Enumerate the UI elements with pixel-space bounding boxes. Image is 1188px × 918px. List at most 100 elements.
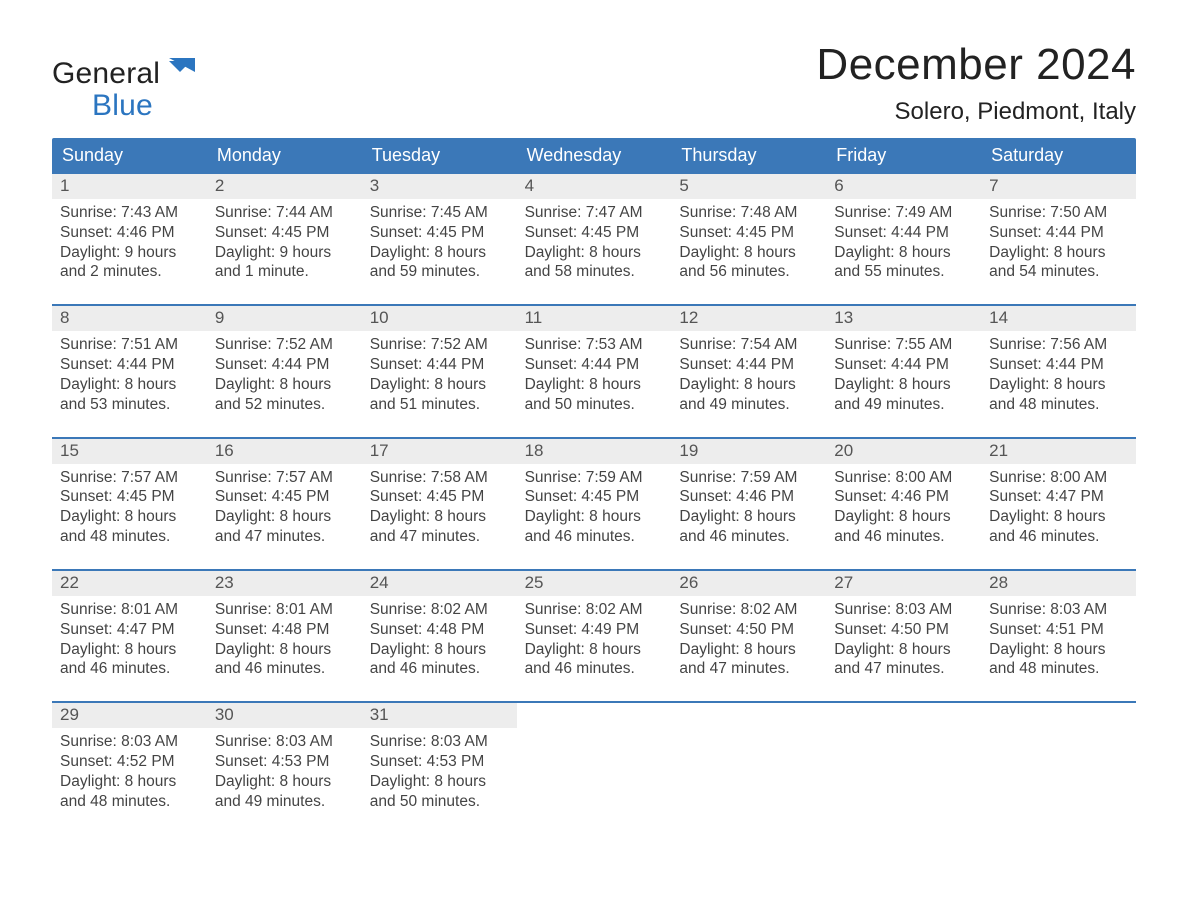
sunrise-line: Sunrise: 7:59 AM — [525, 468, 664, 488]
sunrise-line: Sunrise: 7:55 AM — [834, 335, 973, 355]
day-details: Sunrise: 8:03 AMSunset: 4:52 PMDaylight:… — [52, 728, 207, 811]
calendar-day: 27Sunrise: 8:03 AMSunset: 4:50 PMDayligh… — [826, 571, 981, 679]
daylight-line: Daylight: 8 hours and 59 minutes. — [370, 243, 509, 283]
daylight-line: Daylight: 8 hours and 58 minutes. — [525, 243, 664, 283]
sunset-line: Sunset: 4:51 PM — [989, 620, 1128, 640]
calendar-week: 1 Sunrise: 7:43 AMSunset: 4:46 PM Daylight… — [52, 174, 1136, 282]
day-number: 27 — [826, 571, 981, 596]
sunset-line: Sunset: 4:45 PM — [679, 223, 818, 243]
calendar-day: 9Sunrise: 7:52 AMSunset: 4:44 PMDaylight… — [207, 306, 362, 414]
day-number: 22 — [52, 571, 207, 596]
calendar-week: 15Sunrise: 7:57 AMSunset: 4:45 PMDayligh… — [52, 437, 1136, 547]
sunrise-line: Sunrise: 7:57 AM — [60, 468, 199, 488]
day-details: Sunrise: 7:54 AMSunset: 4:44 PMDaylight:… — [671, 331, 826, 414]
day-number: 13 — [826, 306, 981, 331]
day-details: Sunrise: 7:51 AMSunset: 4:44 PMDaylight:… — [52, 331, 207, 414]
top-bar: General Blue December 2024 Solero, Piedm… — [52, 40, 1136, 126]
sunrise-line: Sunrise: 7:58 AM — [370, 468, 509, 488]
day-number: 3 — [362, 174, 517, 199]
sunset-line: Sunset: 4:44 PM — [215, 355, 354, 375]
calendar-day: 6Sunrise: 7:49 AMSunset: 4:44 PMDaylight… — [826, 174, 981, 282]
sunset-line: Sunset: 4:50 PM — [834, 620, 973, 640]
calendar-day: 21Sunrise: 8:00 AMSunset: 4:47 PMDayligh… — [981, 439, 1136, 547]
day-number: 18 — [517, 439, 672, 464]
daylight-line: Daylight: 9 hours and 1 minute. — [215, 243, 354, 283]
day-number: 4 — [517, 174, 672, 199]
calendar-day: 29Sunrise: 8:03 AMSunset: 4:52 PMDayligh… — [52, 703, 207, 811]
day-details: Sunrise: 7:55 AMSunset: 4:44 PMDaylight:… — [826, 331, 981, 414]
flag-icon — [169, 58, 195, 85]
sunset-line: Sunset: 4:53 PM — [370, 752, 509, 772]
calendar-day: 8Sunrise: 7:51 AMSunset: 4:44 PMDaylight… — [52, 306, 207, 414]
sunrise-line: Sunrise: 7:59 AM — [679, 468, 818, 488]
calendar-weeks: 1 Sunrise: 7:43 AMSunset: 4:46 PM Daylight… — [52, 174, 1136, 812]
weekday-header: Wednesday — [517, 138, 672, 174]
weekday-header: Thursday — [671, 138, 826, 174]
sunset-line: Sunset: 4:47 PM — [989, 487, 1128, 507]
calendar-day: 10Sunrise: 7:52 AMSunset: 4:44 PMDayligh… — [362, 306, 517, 414]
day-number: 12 — [671, 306, 826, 331]
daylight-line: Daylight: 8 hours and 52 minutes. — [215, 375, 354, 415]
sunrise-line: Sunrise: 8:01 AM — [60, 600, 199, 620]
sunrise-line: Sunrise: 8:03 AM — [60, 732, 199, 752]
day-number: 14 — [981, 306, 1136, 331]
sunrise-line: Sunrise: 7:56 AM — [989, 335, 1128, 355]
calendar-day: 4Sunrise: 7:47 AMSunset: 4:45 PMDaylight… — [517, 174, 672, 282]
sunrise-line: Sunrise: 8:03 AM — [834, 600, 973, 620]
day-number: 28 — [981, 571, 1136, 596]
day-details: Sunrise: 8:02 AMSunset: 4:49 PMDaylight:… — [517, 596, 672, 679]
day-number: 31 — [362, 703, 517, 728]
calendar-day: 12Sunrise: 7:54 AMSunset: 4:44 PMDayligh… — [671, 306, 826, 414]
sunrise-line: Sunrise: 7:43 AM — [60, 203, 199, 223]
sunset-line: Sunset: 4:48 PM — [215, 620, 354, 640]
daylight-line: Daylight: 8 hours and 49 minutes. — [215, 772, 354, 812]
sunrise-line: Sunrise: 8:02 AM — [525, 600, 664, 620]
page: General Blue December 2024 Solero, Piedm… — [0, 0, 1188, 918]
day-number: 5 — [671, 174, 826, 199]
calendar-day: 13Sunrise: 7:55 AMSunset: 4:44 PMDayligh… — [826, 306, 981, 414]
sunrise-line: Sunrise: 7:50 AM — [989, 203, 1128, 223]
logo-word-blue: Blue — [92, 90, 195, 122]
calendar-day: 16Sunrise: 7:57 AMSunset: 4:45 PMDayligh… — [207, 439, 362, 547]
calendar-day — [671, 703, 826, 811]
calendar-day: 18Sunrise: 7:59 AMSunset: 4:45 PMDayligh… — [517, 439, 672, 547]
sunset-line: Sunset: 4:45 PM — [370, 223, 509, 243]
daylight-line: Daylight: 8 hours and 48 minutes. — [60, 772, 199, 812]
daylight-line: Daylight: 8 hours and 53 minutes. — [60, 375, 199, 415]
sunset-line: Sunset: 4:44 PM — [525, 355, 664, 375]
weekday-header: Tuesday — [362, 138, 517, 174]
sunrise-line: Sunrise: 7:52 AM — [215, 335, 354, 355]
calendar-day: 15Sunrise: 7:57 AMSunset: 4:45 PMDayligh… — [52, 439, 207, 547]
day-details: Sunrise: 7:52 AMSunset: 4:44 PMDaylight:… — [207, 331, 362, 414]
sunrise-line: Sunrise: 7:57 AM — [215, 468, 354, 488]
sunrise-line: Sunrise: 7:49 AM — [834, 203, 973, 223]
day-number: 29 — [52, 703, 207, 728]
sunset-line: Sunset: 4:44 PM — [679, 355, 818, 375]
daylight-line: Daylight: 8 hours and 46 minutes. — [679, 507, 818, 547]
location-text: Solero, Piedmont, Italy — [816, 98, 1136, 126]
day-details: Sunrise: 8:03 AMSunset: 4:53 PMDaylight:… — [207, 728, 362, 811]
sunrise-line: Sunrise: 7:53 AM — [525, 335, 664, 355]
daylight-line: Daylight: 8 hours and 46 minutes. — [989, 507, 1128, 547]
day-number: 1 — [52, 174, 207, 199]
day-details: Sunrise: 8:03 AMSunset: 4:53 PMDaylight:… — [362, 728, 517, 811]
sunrise-line: Sunrise: 8:03 AM — [215, 732, 354, 752]
day-details: Sunrise: 8:01 AMSunset: 4:48 PMDaylight:… — [207, 596, 362, 679]
daylight-line: Daylight: 8 hours and 50 minutes. — [525, 375, 664, 415]
sunset-line: Sunset: 4:46 PM — [60, 223, 199, 243]
sunrise-line: Sunrise: 8:00 AM — [834, 468, 973, 488]
calendar-day: 22Sunrise: 8:01 AMSunset: 4:47 PMDayligh… — [52, 571, 207, 679]
sunrise-line: Sunrise: 7:48 AM — [679, 203, 818, 223]
sunrise-line: Sunrise: 8:02 AM — [370, 600, 509, 620]
calendar-day: 17Sunrise: 7:58 AMSunset: 4:45 PMDayligh… — [362, 439, 517, 547]
sunrise-line: Sunrise: 8:03 AM — [989, 600, 1128, 620]
day-details: Sunrise: 7:44 AMSunset: 4:45 PMDaylight:… — [207, 199, 362, 282]
sunrise-line: Sunrise: 8:00 AM — [989, 468, 1128, 488]
daylight-line: Daylight: 8 hours and 51 minutes. — [370, 375, 509, 415]
day-number: 10 — [362, 306, 517, 331]
calendar: Sunday Monday Tuesday Wednesday Thursday… — [52, 138, 1136, 812]
calendar-day: 31Sunrise: 8:03 AMSunset: 4:53 PMDayligh… — [362, 703, 517, 811]
daylight-line: Daylight: 8 hours and 49 minutes. — [834, 375, 973, 415]
calendar-day: 7Sunrise: 7:50 AMSunset: 4:44 PMDaylight… — [981, 174, 1136, 282]
sunset-line: Sunset: 4:45 PM — [215, 487, 354, 507]
